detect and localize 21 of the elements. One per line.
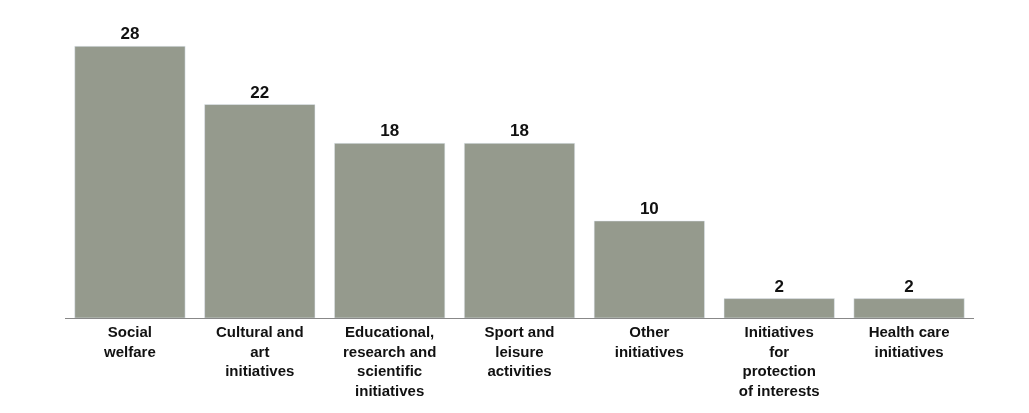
x-tick-label: Social welfare [103,323,156,360]
bar [74,46,186,318]
bar [204,104,316,318]
data-label: 2 [904,276,914,296]
bar [853,298,965,318]
x-tick-label: Other initiatives [614,323,684,360]
x-tick-label: Sport and leisure activities [484,323,555,379]
bar [334,143,446,318]
data-label: 18 [510,121,529,141]
data-label: 10 [639,198,659,218]
x-tick-label: Health care initiatives [868,323,950,360]
data-label: 2 [774,276,784,296]
data-label: 18 [380,121,400,141]
x-tick-label: Educational, research and scientific initiatives [342,323,437,399]
bar [723,298,835,318]
data-label: 28 [120,24,140,44]
bar [464,143,575,318]
data-label: 22 [250,82,270,102]
bar [593,220,705,318]
x-tick-label: Initiatives for protection of interests [738,323,820,399]
x-tick-label: Cultural and art initiatives [216,323,304,379]
